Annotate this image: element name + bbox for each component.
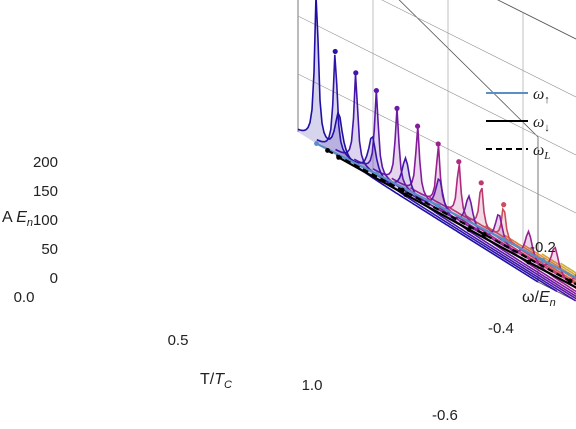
x-tick: 1.0 [302, 377, 323, 394]
dispersion-group [314, 141, 576, 289]
axes-box [297, 0, 576, 302]
y-tick: -0.4 [488, 320, 514, 337]
peak-marker [373, 87, 380, 94]
y-tick: -0.6 [432, 407, 458, 424]
omega-down-curve [338, 156, 576, 289]
box-edge [398, 0, 539, 138]
legend-label-omega-down: ω↓ [533, 114, 550, 134]
peak-marker [456, 159, 462, 165]
z-tick: 200 [33, 154, 58, 171]
omega-l-curve-point [481, 232, 487, 237]
z-tick: 50 [41, 241, 58, 258]
spectrum-line [428, 164, 576, 290]
peak-marker [501, 202, 507, 208]
grid-line [297, 73, 576, 214]
omega-l-curve-point [325, 148, 330, 153]
x-tick: 0.0 [14, 289, 35, 306]
peak-marker [332, 48, 338, 55]
z-tick: 0 [50, 270, 58, 287]
omega-up-curve-point [314, 141, 319, 146]
spectrum-fill [448, 188, 576, 287]
z-axis-label: A En [2, 209, 33, 229]
spectrum-line [466, 207, 576, 286]
omega-up-curve-point [435, 203, 441, 208]
omega-l-curve-point [399, 187, 405, 193]
omega-down-curve-point [526, 259, 532, 265]
x-axis-ticks: 0.0 0.5 1.0 [14, 289, 323, 394]
spectrum-line [316, 54, 558, 292]
x-tick: 0.5 [168, 332, 189, 349]
omega-l-curve-point [567, 278, 573, 284]
grid-line [381, 0, 576, 98]
box-edge [497, 0, 576, 40]
z-axis-ticks: 200 150 100 50 0 [33, 154, 58, 287]
grid-line [297, 15, 576, 156]
peak-marker [435, 141, 441, 147]
omega-up-curve-point [501, 237, 507, 242]
spectrum-fill [354, 90, 576, 299]
y-axis-ticks: -0.2 -0.4 -0.6 [432, 239, 556, 424]
y-axis-label: ω/En [522, 289, 556, 309]
legend-label-omega-up: ω↑ [533, 86, 550, 106]
z-tick: 150 [33, 183, 58, 200]
z-tick: 100 [33, 212, 58, 229]
legend: ω↑ ω↓ ωL [486, 86, 550, 162]
spectrum-line [297, 0, 539, 283]
y-tick: -0.2 [530, 239, 556, 256]
peak-marker [414, 123, 421, 129]
x-axis-label: T/TC [200, 371, 232, 391]
peak-marker [394, 105, 400, 111]
omega-up-curve [316, 142, 576, 279]
omega-up-curve-point [540, 258, 546, 263]
peak-marker [478, 180, 484, 186]
legend-label-omega-l: ωL [533, 142, 550, 162]
spectrum-line [522, 243, 576, 279]
peak-marker [353, 70, 359, 76]
omega-down-curve-point [466, 227, 472, 232]
